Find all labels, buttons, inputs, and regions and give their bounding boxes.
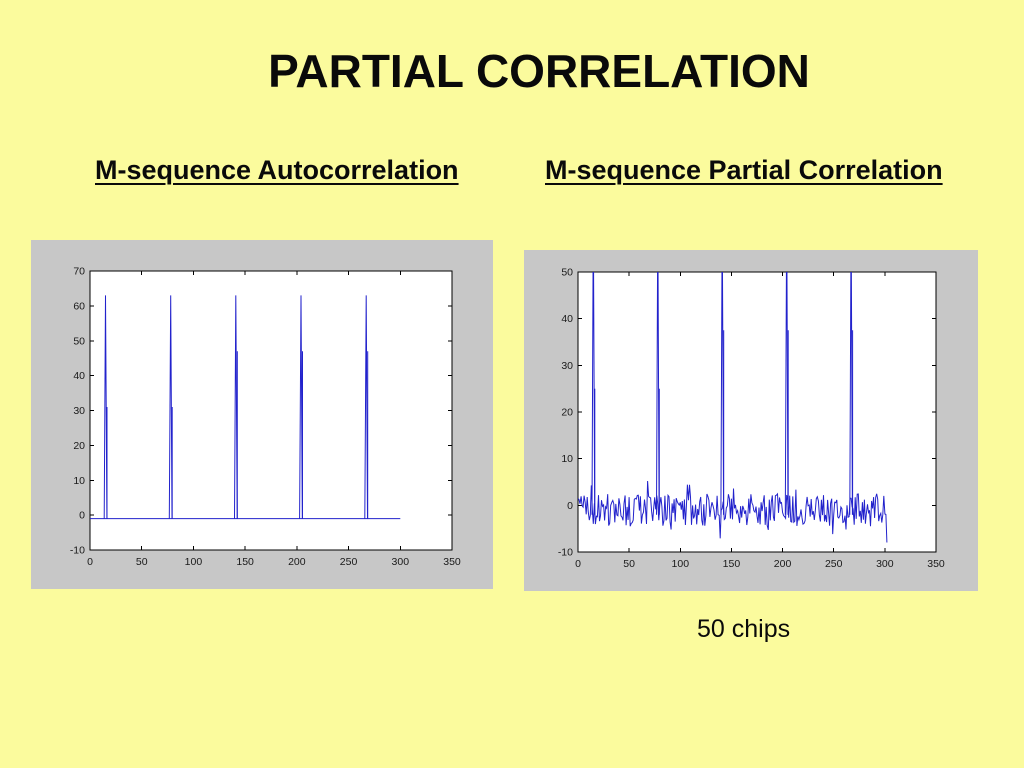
left-chart-heading: M-sequence Autocorrelation bbox=[95, 155, 459, 185]
x-tick-label: 200 bbox=[774, 558, 792, 570]
y-tick-label: 10 bbox=[561, 453, 573, 465]
x-tick-label: 50 bbox=[136, 556, 148, 568]
x-tick-label: 250 bbox=[825, 558, 843, 570]
x-tick-label: 100 bbox=[672, 558, 690, 570]
y-tick-label: 10 bbox=[73, 475, 85, 487]
y-tick-label: -10 bbox=[70, 545, 85, 557]
x-tick-label: 300 bbox=[876, 558, 894, 570]
series-line bbox=[90, 295, 401, 520]
x-tick-label: 150 bbox=[723, 558, 741, 570]
x-tick-label: 150 bbox=[236, 556, 254, 568]
chips-caption: 50 chips bbox=[697, 615, 791, 643]
y-tick-label: 50 bbox=[73, 335, 85, 347]
correlation-peak bbox=[168, 295, 173, 519]
y-tick-label: 20 bbox=[561, 407, 573, 419]
y-tick-label: 60 bbox=[73, 300, 85, 312]
correlation-peak bbox=[720, 272, 725, 515]
x-tick-label: 100 bbox=[185, 556, 203, 568]
y-tick-label: 30 bbox=[561, 360, 573, 372]
y-tick-label: 30 bbox=[73, 405, 85, 417]
y-tick-label: 0 bbox=[79, 510, 85, 522]
correlation-peak bbox=[784, 272, 789, 515]
noise-trace bbox=[578, 480, 888, 543]
x-tick-label: 350 bbox=[927, 558, 945, 570]
correlation-peak bbox=[849, 272, 853, 515]
y-tick-label: -10 bbox=[558, 547, 573, 559]
plot-area bbox=[577, 271, 937, 553]
y-tick-label: 40 bbox=[73, 370, 85, 382]
correlation-peak bbox=[299, 295, 303, 519]
correlation-peak bbox=[591, 272, 596, 515]
x-tick-label: 200 bbox=[288, 556, 306, 568]
y-tick-label: 40 bbox=[561, 313, 573, 325]
correlation-peak bbox=[364, 295, 368, 519]
plot-area bbox=[89, 270, 453, 551]
x-tick-label: 300 bbox=[392, 556, 410, 568]
x-tick-label: 50 bbox=[623, 558, 635, 570]
slide-title: PARTIAL CORRELATION bbox=[268, 45, 810, 97]
x-tick-label: 350 bbox=[443, 556, 461, 568]
x-tick-label: 250 bbox=[340, 556, 358, 568]
y-tick-label: 50 bbox=[561, 267, 573, 279]
partial-correlation-figure-panel: 0 50 100 150 200 250 300 350 50 40 30 20 10 0 -10 bbox=[524, 250, 978, 591]
correlation-peak bbox=[103, 295, 108, 519]
y-tick-label: 70 bbox=[73, 266, 85, 278]
y-tick-label: 20 bbox=[73, 440, 85, 452]
right-chart-heading: M-sequence Partial Correlation bbox=[545, 155, 943, 185]
x-tick-label: 0 bbox=[575, 558, 581, 570]
y-tick-label: 0 bbox=[567, 500, 573, 512]
autocorrelation-figure-panel: 0 50 100 150 200 250 300 350 70 60 50 40 30 20 10 0 -10 bbox=[31, 240, 493, 589]
series-line bbox=[578, 272, 888, 543]
correlation-peak bbox=[234, 295, 238, 519]
x-tick-label: 0 bbox=[87, 556, 93, 568]
correlation-peak bbox=[656, 272, 660, 515]
